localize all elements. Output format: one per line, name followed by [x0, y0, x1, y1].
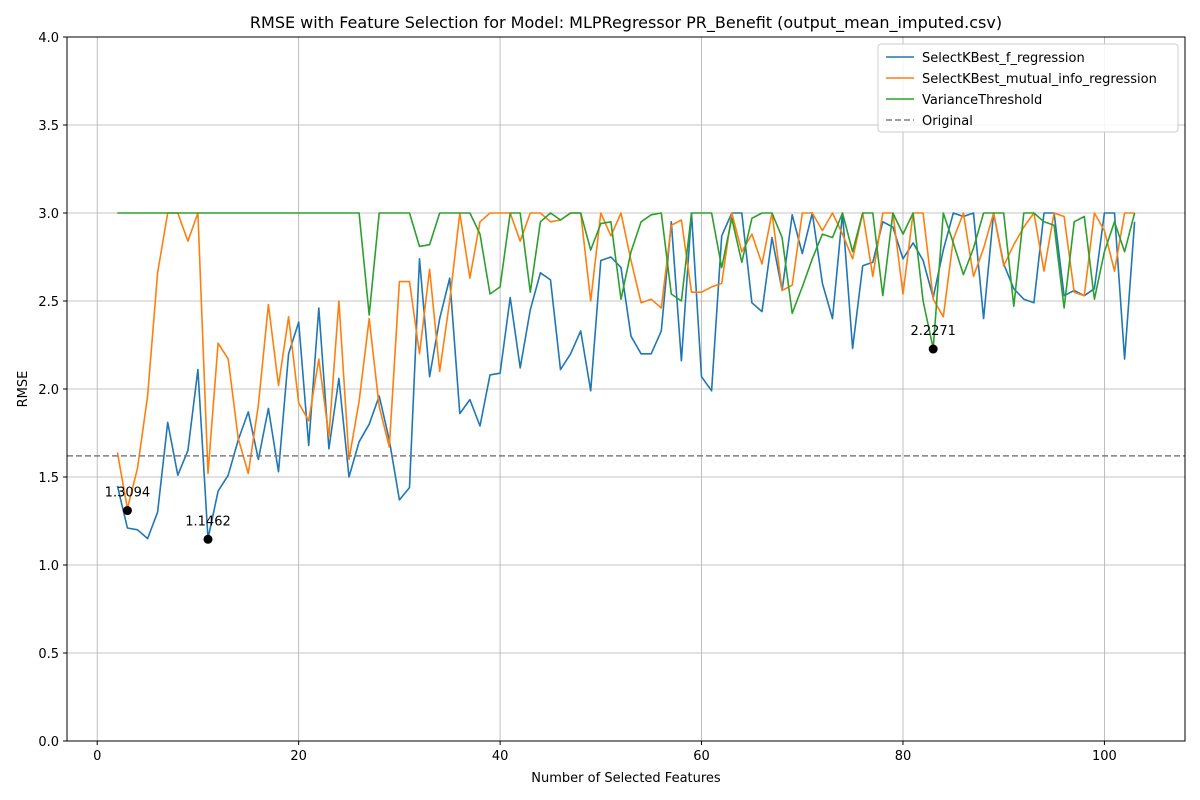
y-tick-label: 1.0 [38, 559, 59, 574]
annotations: 1.3094 1.1462 2.2271 [105, 324, 956, 544]
series-line-selectkbest-mutual-info-regression [116, 212, 1135, 510]
min-point-label: 1.1462 [185, 514, 231, 529]
y-axis-label: RMSE [16, 371, 31, 408]
series-line-variancethreshold [117, 212, 1136, 350]
y-tick-label: 2.0 [38, 383, 59, 398]
legend: SelectKBest_f_regression SelectKBest_mutu… [877, 43, 1179, 133]
legend-entry: Original [922, 114, 973, 129]
chart-title: RMSE with Feature Selection for Model: M… [250, 13, 1002, 33]
min-point-marker [928, 344, 938, 354]
y-tick-label: 3.0 [38, 207, 59, 222]
min-point-marker [122, 506, 132, 516]
series-lines [67, 212, 1185, 540]
min-point-label: 2.2271 [910, 324, 956, 339]
series-line-selectkbest-f-regression [116, 212, 1136, 540]
legend-entry: SelectKBest_mutual_info_regression [922, 72, 1157, 87]
x-tick-label: 100 [1092, 749, 1117, 764]
legend-entry: VarianceThreshold [922, 93, 1042, 108]
axis-ticks: 0 20 40 60 80 100 0.0 0.5 1.0 1.5 2.0 2.5 3.0 3.5 4.0 [38, 31, 1117, 764]
legend-entry: SelectKBest_f_regression [922, 51, 1085, 66]
min-point-marker [203, 534, 213, 544]
x-tick-label: 40 [492, 749, 509, 764]
min-point-label: 1.3094 [105, 486, 151, 501]
x-tick-label: 20 [290, 749, 307, 764]
y-tick-label: 3.5 [38, 119, 59, 134]
y-tick-label: 0.5 [38, 647, 59, 662]
x-axis-label: Number of Selected Features [531, 771, 721, 786]
y-tick-label: 4.0 [38, 31, 59, 46]
x-tick-label: 60 [693, 749, 710, 764]
y-tick-label: 2.5 [38, 295, 59, 310]
y-tick-label: 0.0 [38, 735, 59, 750]
y-tick-label: 1.5 [38, 471, 59, 486]
x-tick-label: 0 [93, 749, 101, 764]
legend-box [877, 43, 1179, 133]
grid [67, 36, 1185, 742]
x-tick-label: 80 [895, 749, 912, 764]
